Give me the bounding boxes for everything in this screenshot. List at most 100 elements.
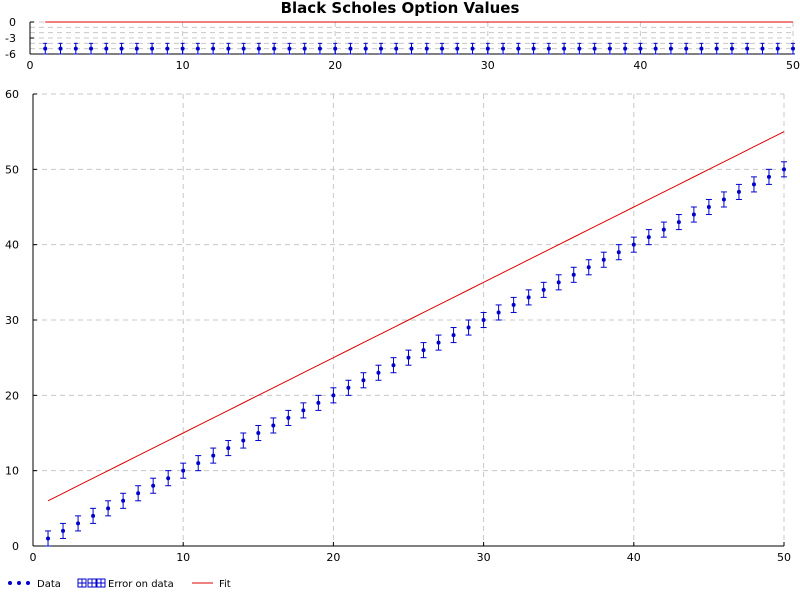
x-tick-label: 30 — [481, 59, 495, 72]
data-point — [577, 46, 582, 51]
x-tick-label: 0 — [30, 551, 37, 564]
data-point — [271, 423, 276, 428]
data-point — [616, 250, 621, 255]
data-point — [166, 476, 171, 481]
data-point — [241, 438, 246, 443]
data-point — [451, 333, 456, 338]
data-point — [301, 408, 306, 413]
data-point — [333, 46, 338, 51]
data-point — [638, 46, 643, 51]
data-point — [165, 46, 170, 51]
fit-line — [47, 131, 785, 502]
residual-panel: 0 10 20 30 40 50 0 -3 -6 — [5, 16, 800, 72]
data-point — [394, 46, 399, 51]
data-point — [287, 46, 292, 51]
data-point — [691, 212, 696, 217]
data-point — [180, 46, 185, 51]
data-point — [272, 46, 277, 51]
y-tick-label: 0 — [9, 16, 16, 29]
data-point — [729, 46, 734, 51]
data-point — [241, 46, 246, 51]
data-point — [195, 46, 200, 51]
data-point — [496, 310, 501, 315]
data-point — [46, 536, 51, 541]
x-tick-label: 50 — [786, 59, 800, 72]
data-point — [421, 348, 426, 353]
x-tick-label: 50 — [777, 551, 791, 564]
data-point — [684, 46, 689, 51]
data-point — [436, 340, 441, 345]
data-point — [592, 46, 597, 51]
data-point — [406, 355, 411, 360]
data-point — [511, 302, 516, 307]
data-point — [668, 46, 673, 51]
x-tick-label: 10 — [176, 59, 190, 72]
legend-data-marker — [17, 581, 21, 585]
data-point — [586, 265, 591, 270]
data-point — [226, 46, 231, 51]
data-point — [791, 46, 795, 51]
y-tick-label: 10 — [5, 465, 19, 478]
data-point — [516, 46, 521, 51]
data-point — [631, 242, 636, 247]
data-point — [481, 318, 486, 322]
data-point — [376, 370, 381, 375]
data-point — [151, 483, 156, 488]
x-tick-label: 40 — [627, 551, 641, 564]
data-point — [104, 46, 109, 51]
data-point — [378, 46, 383, 51]
data-point — [134, 46, 139, 51]
data-point — [348, 46, 353, 51]
data-point — [623, 46, 628, 51]
data-point — [676, 220, 681, 225]
data-point — [714, 46, 719, 51]
legend-label-fit: Fit — [219, 579, 231, 590]
data-point — [485, 46, 490, 51]
data-point — [256, 431, 261, 435]
data-point — [121, 498, 126, 503]
data-point — [745, 46, 750, 51]
data-point — [73, 46, 78, 51]
data-point — [196, 461, 201, 466]
x-tick-label: 10 — [176, 551, 190, 564]
data-point — [736, 189, 741, 194]
y-tick-label: 0 — [12, 540, 19, 553]
data-point — [706, 205, 711, 209]
data-point — [302, 46, 307, 51]
legend-data-marker — [26, 581, 30, 585]
data-point — [699, 46, 704, 51]
data-point — [211, 453, 216, 458]
data-point — [106, 506, 111, 511]
data-point — [556, 280, 561, 285]
data-point — [501, 46, 506, 51]
data-point — [317, 46, 322, 51]
data-point — [58, 46, 63, 51]
data-point — [363, 46, 368, 51]
legend-label-data: Data — [37, 579, 61, 590]
data-point — [470, 46, 475, 51]
data-point — [119, 46, 124, 51]
data-point — [751, 182, 756, 187]
data-point — [571, 272, 576, 277]
legend-label-error: Error on data — [108, 579, 174, 590]
legend: Data Error on data Fit — [8, 578, 231, 590]
data-point — [211, 46, 216, 51]
data-point — [541, 287, 546, 292]
data-point — [653, 46, 658, 51]
data-point — [646, 235, 651, 240]
chart-title: Black Scholes Option Values — [281, 0, 520, 17]
data-point — [226, 446, 231, 451]
data-point — [136, 491, 141, 496]
x-tick-label: 30 — [477, 551, 491, 564]
data-point — [424, 46, 429, 51]
data-point — [526, 295, 531, 300]
y-tick-label: -6 — [5, 48, 16, 61]
x-tick-label: 0 — [27, 59, 34, 72]
data-point — [455, 46, 460, 51]
data-point — [181, 468, 186, 473]
data-point — [607, 46, 612, 51]
x-tick-label: 20 — [328, 59, 342, 72]
data-point — [391, 363, 396, 368]
y-tick-label: 50 — [5, 163, 19, 176]
